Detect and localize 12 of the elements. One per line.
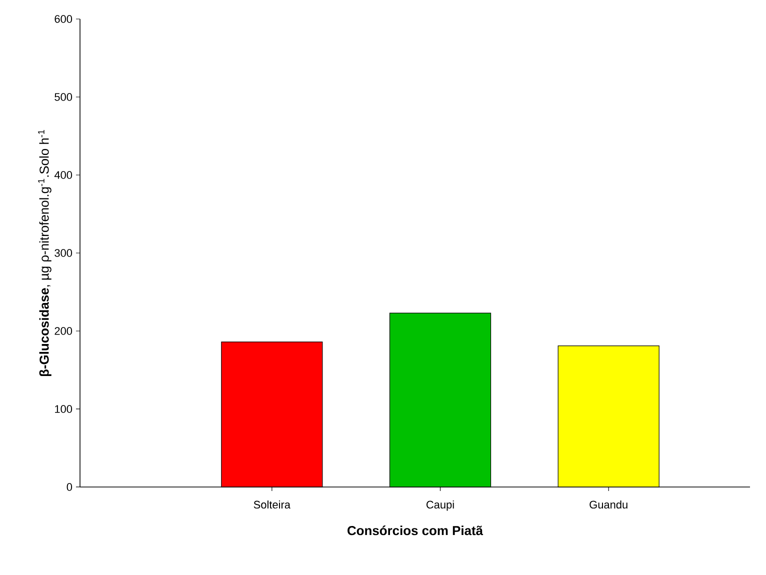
x-tick-label: Solteira: [254, 500, 290, 509]
y-tick-label: 500: [54, 93, 72, 101]
x-tick-label: Guandu: [590, 500, 628, 509]
y-tick-label: 200: [54, 327, 72, 335]
y-axis-title: β-Glucosidase, µg ρ-nitrofenol.g$^{-1}$.Solo h$^{-1}$: [38, 130, 52, 376]
x-axis-title: Consórcios com Piatã: [348, 526, 484, 536]
y-tick-label: 400: [54, 171, 72, 179]
y-tick-label: 100: [55, 405, 72, 413]
x-tick-label: Caupi: [426, 500, 454, 511]
y-tick-label: 0: [66, 483, 72, 491]
y-tick-label: 600: [54, 15, 72, 23]
y-tick-label: 300: [54, 249, 72, 257]
